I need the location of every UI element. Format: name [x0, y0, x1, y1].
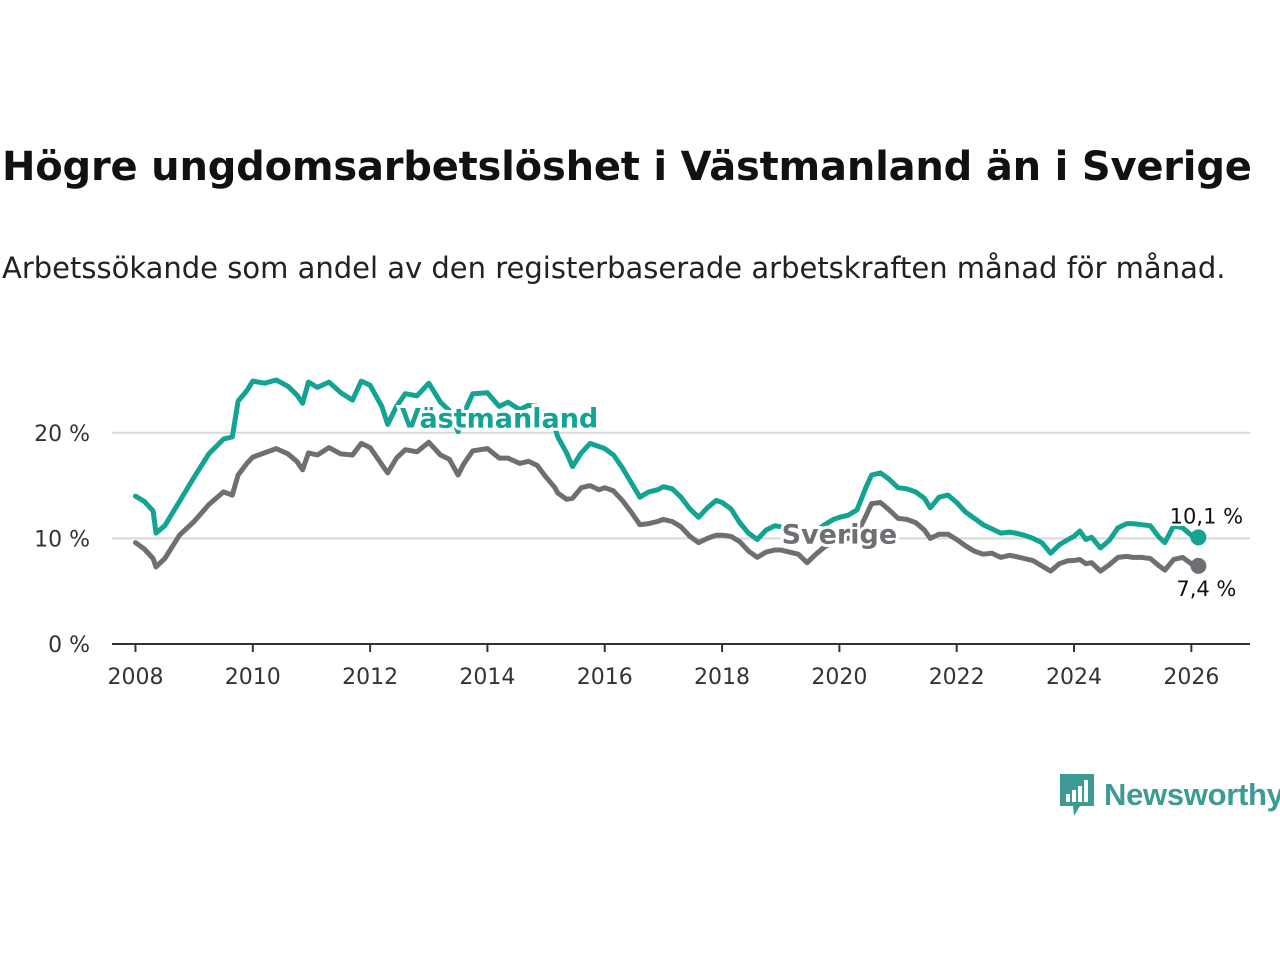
series-line-v-stmanland: [133, 377, 1201, 556]
label-layer: 10,1 % 7,4 % Västmanland Sverige: [397, 401, 1246, 604]
x-tick-label: 2020: [811, 665, 867, 690]
x-tick-label: 2010: [225, 665, 281, 690]
series-layer: [133, 377, 1207, 574]
x-tick-label: 2018: [694, 665, 750, 690]
y-tick-label: 0 %: [48, 633, 90, 658]
series-label-v-stmanland: Västmanland: [400, 404, 598, 435]
newsworthy-icon: [1060, 774, 1094, 816]
x-tick-label: 2008: [107, 665, 163, 690]
x-tick-label: 2022: [929, 665, 985, 690]
x-tick-label: 2024: [1046, 665, 1102, 690]
y-tick-label: 20 %: [34, 422, 90, 447]
series-label-sverige: Sverige: [782, 520, 898, 551]
brand-logo: Newsworthy: [1058, 772, 1280, 818]
end-point-v-stmanland: [1190, 529, 1207, 546]
x-tick-label: 2016: [577, 665, 633, 690]
y-tick-label: 10 %: [34, 527, 90, 552]
end-label-sverige: 7,4 %: [1176, 577, 1236, 601]
end-point-sverige: [1190, 557, 1207, 574]
x-tick-label: 2026: [1163, 665, 1219, 690]
y-axis: 0 % 10 % 20 %: [34, 422, 90, 658]
series-line-sverige: [133, 439, 1201, 574]
x-tick-label: 2012: [342, 665, 398, 690]
x-tick-label: 2014: [459, 665, 515, 690]
x-axis: 2008 2010 2012 2014 2016 2018 2020 2022 2024 2026: [107, 643, 1250, 690]
line-chart: 0 % 10 % 20 % 2008 2010 2012 2014 2016 2018 2020…: [34, 377, 1250, 690]
grid-lines: [112, 431, 1250, 540]
chart-subtitle: Arbetssökande som andel av den registerb…: [2, 251, 1226, 285]
brand-name: Newsworthy: [1104, 777, 1280, 812]
end-label-v-stmanland: 10,1 %: [1170, 504, 1243, 528]
chart-title: Högre ungdomsarbetslöshet i Västmanland …: [2, 144, 1252, 190]
